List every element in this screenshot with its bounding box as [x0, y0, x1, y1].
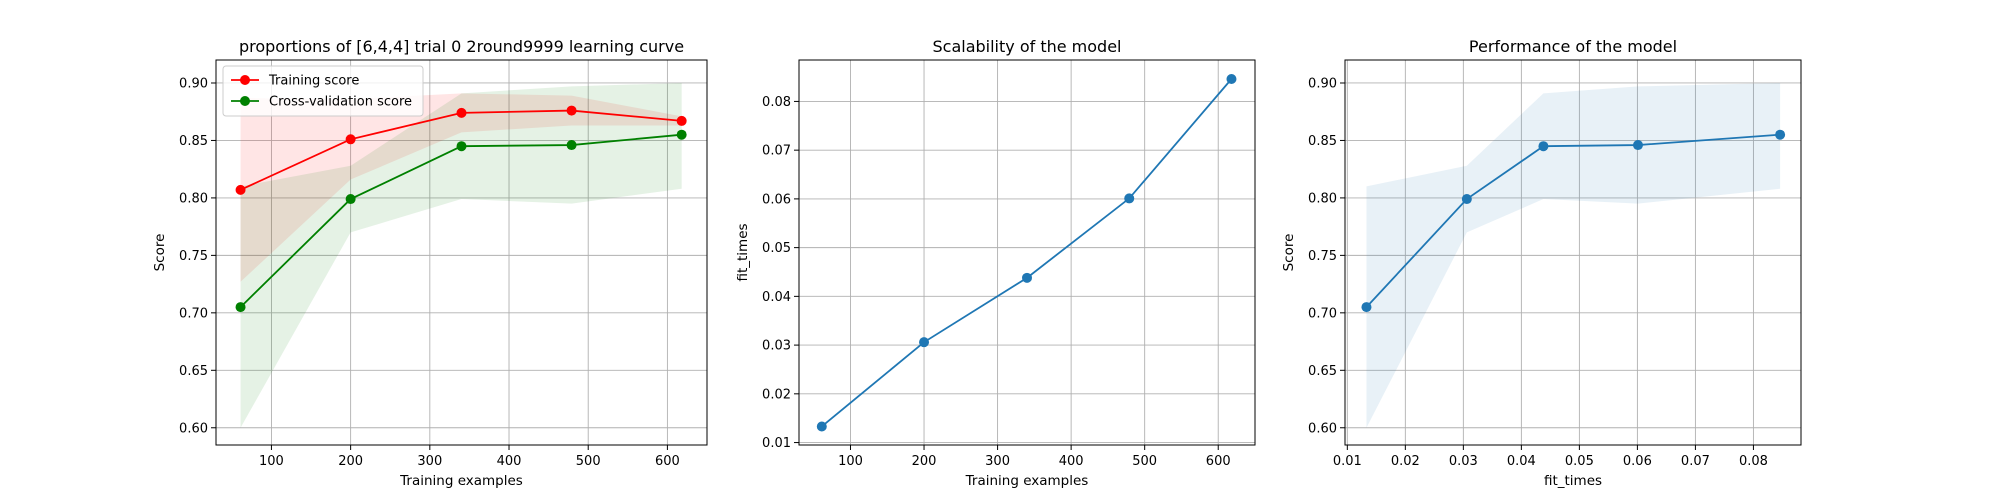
scalability-ytick-label: 0.08 [762, 95, 791, 110]
learning-curve-series-1-point [456, 141, 467, 152]
performance-ytick-label: 0.90 [1308, 76, 1337, 91]
learning-curve-series-0-point [235, 184, 246, 195]
learning-curve-ytick-label: 0.60 [179, 421, 208, 436]
learning-curve-panel: 100 200 300 400 500 600 0.60 0.65 0.70 0.75 0.80 0.… [152, 37, 708, 489]
performance-xtick-label: 0.06 [1623, 454, 1652, 469]
performance-ytick-label: 0.65 [1308, 364, 1337, 379]
performance-ytick-label: 0.85 [1308, 134, 1337, 149]
learning-curve-ylabel: Score [152, 234, 168, 272]
performance-panel: 0.01 0.02 0.03 0.04 0.05 0.06 0.07 0.08 0.60 0.65… [1281, 37, 1802, 489]
performance-series-0-point [1775, 129, 1786, 140]
learning-curve-ytick-label: 0.80 [179, 191, 208, 206]
scalability-ytick-label: 0.03 [762, 339, 791, 354]
learning-curve-legend-marker-0 [240, 75, 250, 85]
performance-xtick-label: 0.05 [1565, 454, 1594, 469]
learning-curve-series-1-point [566, 140, 577, 151]
learning-curve-xtick-label: 200 [338, 454, 363, 469]
scalability-ytick-label: 0.01 [762, 436, 791, 451]
scalability-xtick-label: 500 [1132, 454, 1157, 469]
performance-series-0-point [1361, 302, 1372, 313]
scalability-series-0-point [1226, 74, 1237, 85]
scalability-ylabel: fit_times [735, 223, 751, 281]
performance-series-0-band [1366, 82, 1781, 428]
learning-curve-series-0-point [676, 115, 687, 126]
learning-curve-xtick-label: 300 [417, 454, 442, 469]
learning-curve-axes-frame [215, 59, 708, 446]
learning-curve-series-1-band [240, 82, 682, 428]
performance-series-0-point [1461, 194, 1472, 205]
performance-ytick-label: 0.75 [1308, 249, 1337, 264]
learning-curve-legend-label-1: Cross-validation score [269, 95, 412, 110]
scalability-xtick-label: 300 [985, 454, 1010, 469]
scalability-ytick-label: 0.04 [762, 290, 791, 305]
scalability-ytick-label: 0.02 [762, 387, 791, 402]
learning-curve-xtick-label: 600 [655, 454, 680, 469]
learning-curve-series-1-point [235, 302, 246, 313]
learning-curve-xtick-label: 400 [497, 454, 522, 469]
performance-xtick-label: 0.03 [1449, 454, 1478, 469]
performance-xtick-label: 0.07 [1681, 454, 1710, 469]
learning-curve-series-0-point [566, 105, 577, 116]
learning-curve-title: proportions of [6,4,4] trial 0 2round999… [239, 37, 684, 56]
learning-curve-legend-marker-1 [240, 96, 250, 106]
performance-title: Performance of the model [1469, 37, 1677, 56]
learning-curve-ytick-label: 0.65 [179, 364, 208, 379]
performance-xlabel: fit_times [1544, 473, 1602, 489]
scalability-axes-frame [798, 59, 1256, 446]
scalability-xtick-label: 400 [1059, 454, 1084, 469]
performance-xtick-label: 0.08 [1739, 454, 1768, 469]
performance-xtick-label: 0.01 [1333, 454, 1362, 469]
scalability-ytick-label: 0.06 [762, 192, 791, 207]
scalability-series-0-point [1022, 272, 1032, 283]
learning-curve-ytick-label: 0.75 [179, 249, 208, 264]
learning-curve-ytick-label: 0.70 [179, 306, 208, 321]
scalability-xtick-label: 100 [838, 454, 863, 469]
scalability-series-0-line [821, 78, 1233, 428]
learning-curve-xtick-label: 500 [576, 454, 601, 469]
learning-curve-series-0-point [456, 107, 467, 118]
scalability-xlabel: Training examples [965, 473, 1089, 489]
performance-ytick-label: 0.70 [1308, 306, 1337, 321]
scalability-xtick-label: 600 [1206, 454, 1231, 469]
performance-ytick-label: 0.60 [1308, 421, 1337, 436]
performance-xtick-label: 0.04 [1507, 454, 1536, 469]
performance-axes-frame [1344, 59, 1802, 446]
scalability-ytick-label: 0.05 [762, 241, 791, 256]
learning-curve-ytick-label: 0.90 [179, 76, 208, 91]
performance-ylabel: Score [1281, 234, 1297, 272]
learning-curve-legend-box [222, 65, 424, 117]
scalability-series-0-point [919, 337, 930, 348]
learning-curve-series-1-point [345, 194, 356, 205]
learning-curve-xtick-label: 100 [259, 454, 284, 469]
scalability-series-0-point [816, 421, 827, 432]
learning-curve-series-1-point [676, 129, 687, 140]
learning-curve-xlabel: Training examples [399, 473, 523, 489]
learning-curve-legend-label-0: Training score [268, 74, 359, 89]
scalability-ytick-label: 0.07 [762, 144, 791, 159]
scalability-title: Scalability of the model [933, 37, 1122, 56]
learning-curve-ytick-label: 0.85 [179, 134, 208, 149]
scalability-xtick-label: 200 [912, 454, 937, 469]
performance-series-0-point [1538, 141, 1549, 152]
performance-series-0-point [1632, 140, 1643, 151]
scalability-panel: 100 200 300 400 500 600 0.01 0.02 0.03 0.04 0.05 0.… [735, 37, 1256, 489]
performance-ytick-label: 0.80 [1308, 191, 1337, 206]
scalability-series-0-point [1124, 193, 1135, 204]
performance-xtick-label: 0.02 [1391, 454, 1420, 469]
learning-curve-series-0-point [345, 134, 356, 145]
